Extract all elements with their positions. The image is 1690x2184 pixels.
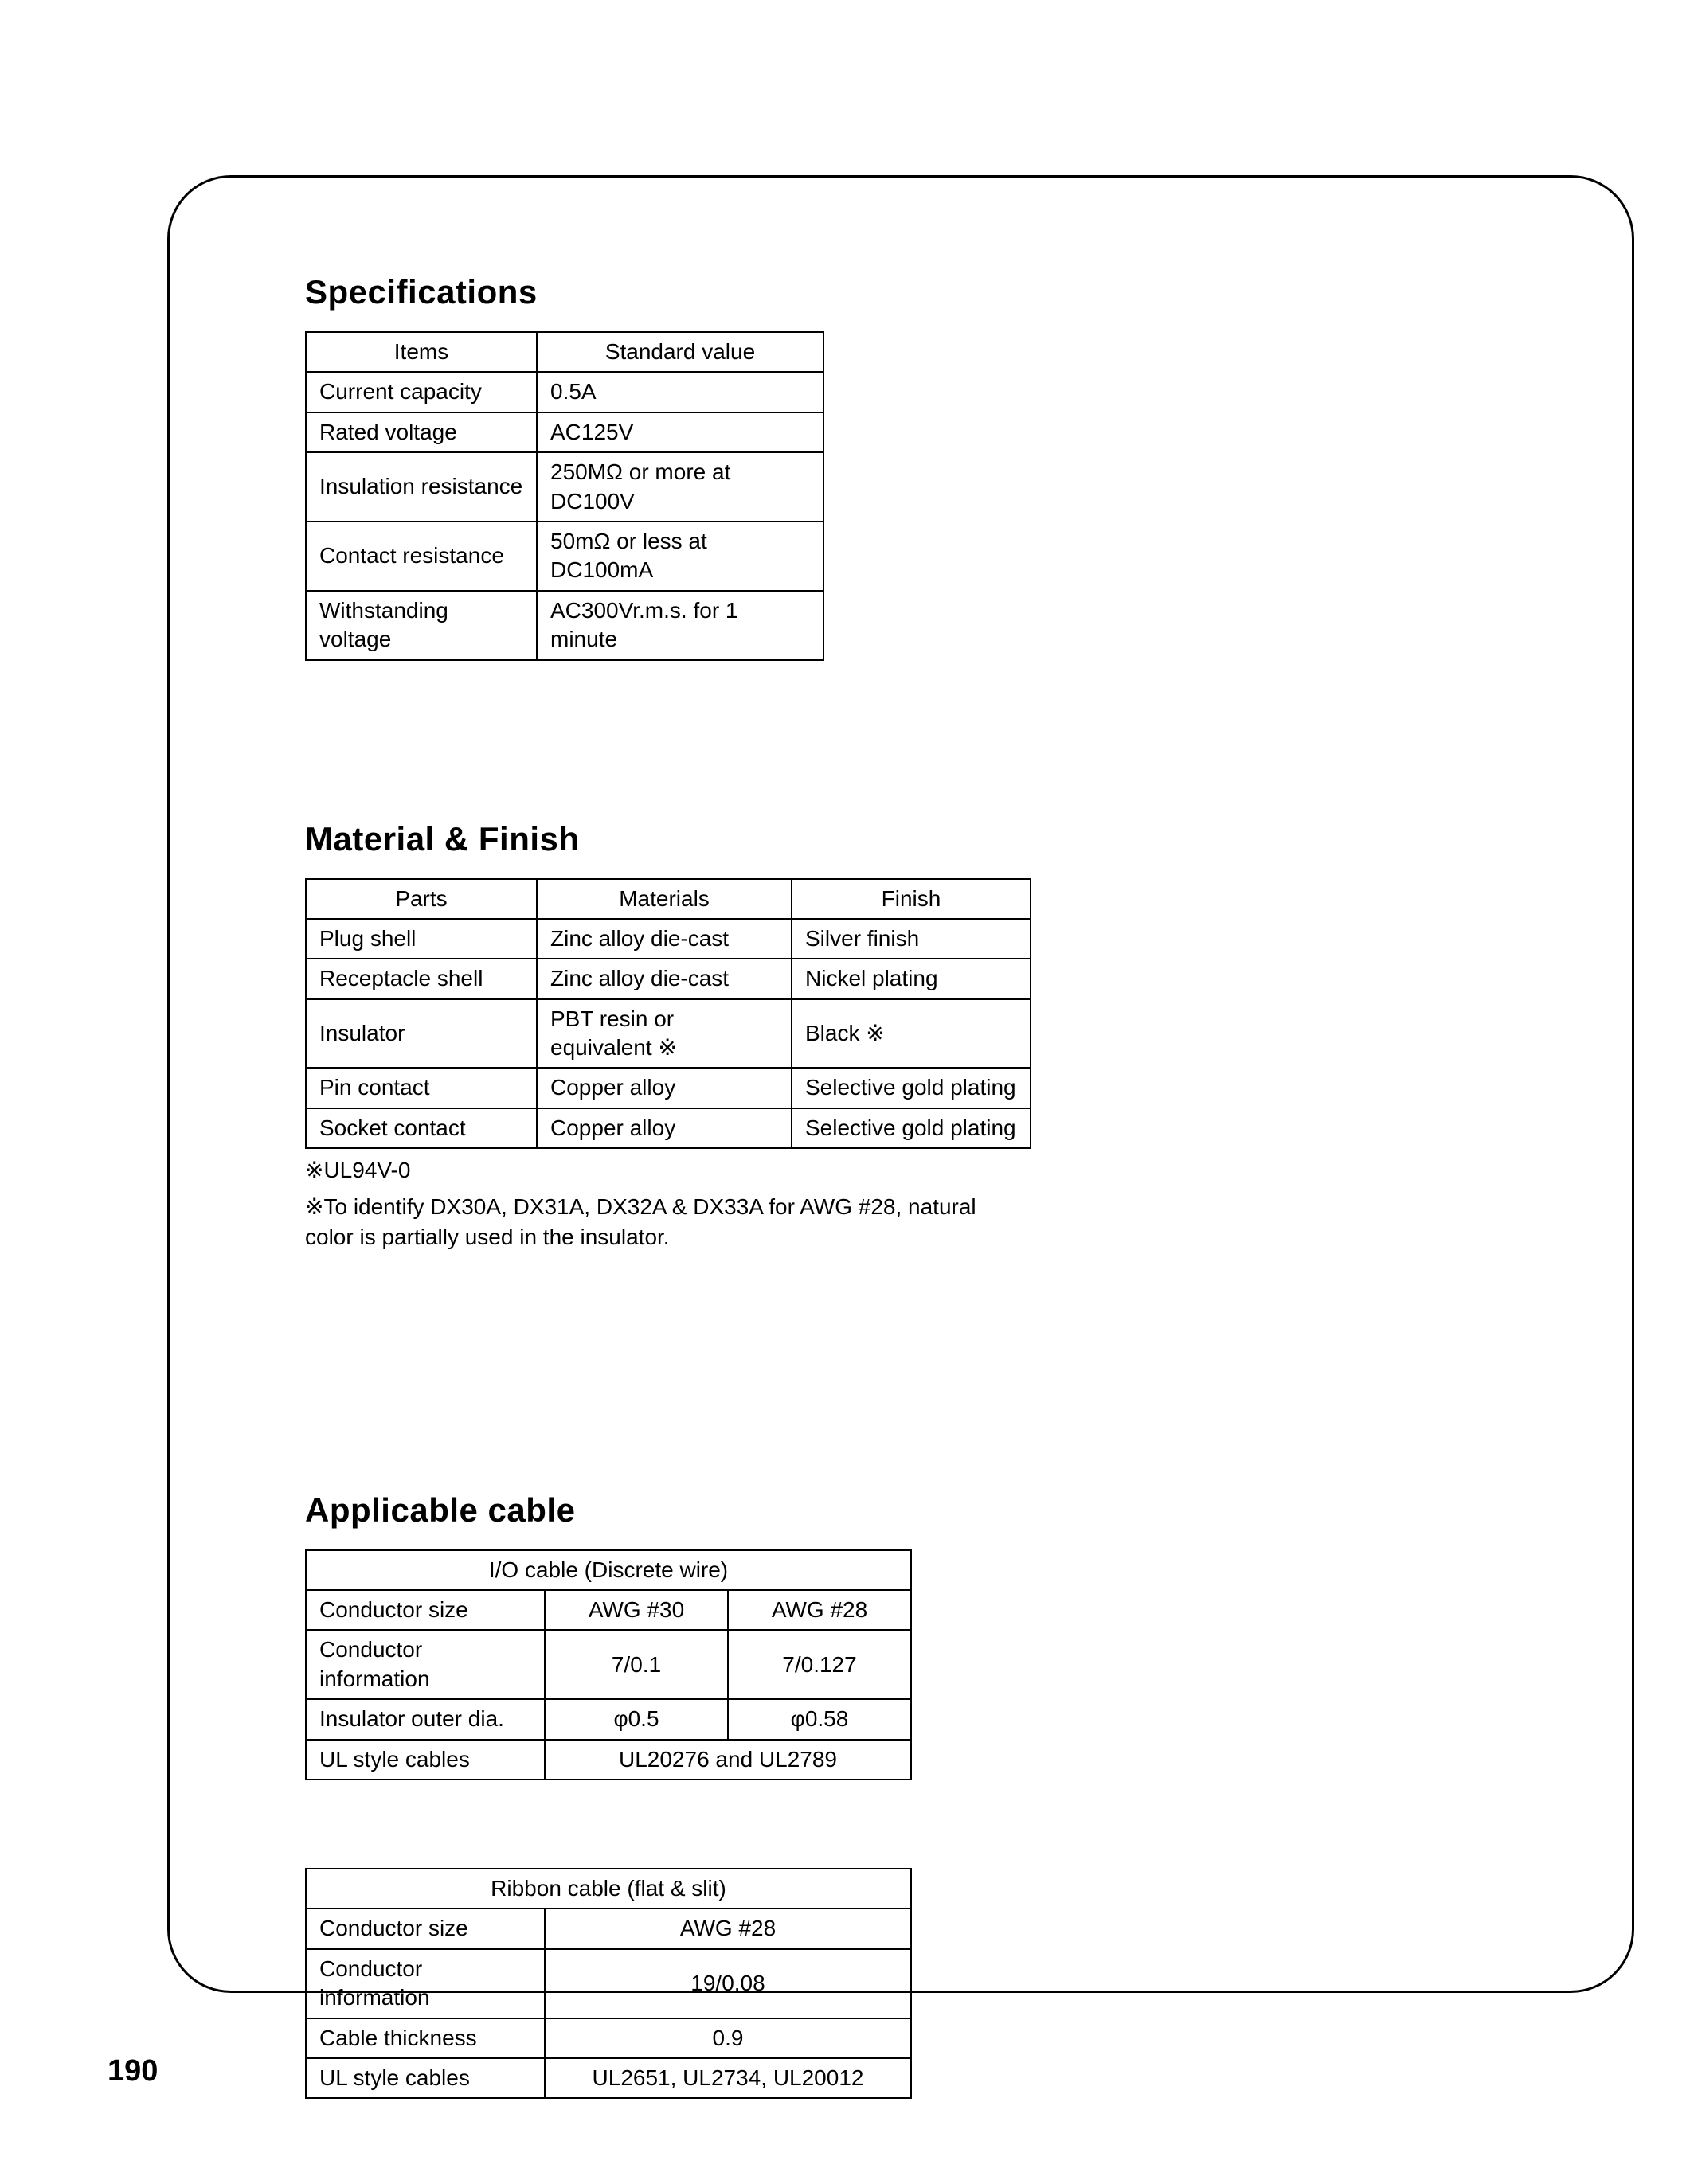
- col-finish: Finish: [792, 879, 1031, 919]
- table-header-row: Parts Materials Finish: [306, 879, 1031, 919]
- page-number: 190: [108, 2054, 158, 2088]
- ribbon-cable-caption: Ribbon cable (flat & slit): [306, 1869, 911, 1909]
- cell-value: AWG #28: [545, 1909, 911, 1948]
- table-row: Socket contactCopper alloySelective gold…: [306, 1108, 1031, 1148]
- ribbon-cable-table: Ribbon cable (flat & slit) Conductor siz…: [305, 1868, 912, 2099]
- table-row: InsulatorPBT resin or equivalent ※Black …: [306, 999, 1031, 1069]
- cell-materials: Copper alloy: [537, 1068, 792, 1108]
- cell-finish: Selective gold plating: [792, 1068, 1031, 1108]
- cell-value: UL2651, UL2734, UL20012: [545, 2058, 911, 2098]
- table-row: Pin contactCopper alloySelective gold pl…: [306, 1068, 1031, 1108]
- cell-value: AWG #30: [545, 1590, 728, 1630]
- applicable-cable-section: Applicable cable I/O cable (Discrete wir…: [305, 1491, 1560, 1780]
- table-row: Plug shellZinc alloy die-castSilver fini…: [306, 919, 1031, 959]
- table-row: UL style cablesUL2651, UL2734, UL20012: [306, 2058, 911, 2098]
- cell-label: Conductor size: [306, 1590, 545, 1630]
- cell-label: Conductor information: [306, 1630, 545, 1699]
- col-standard-value: Standard value: [537, 332, 823, 372]
- cell-materials: Copper alloy: [537, 1108, 792, 1148]
- cell-value: 0.9: [545, 2018, 911, 2058]
- cell-value: 0.5A: [537, 372, 823, 412]
- ribbon-cable-section: Ribbon cable (flat & slit) Conductor siz…: [305, 1868, 1560, 2099]
- cell-label: Conductor size: [306, 1909, 545, 1948]
- cell-materials: Zinc alloy die-cast: [537, 959, 792, 998]
- cell-materials: Zinc alloy die-cast: [537, 919, 792, 959]
- material-finish-section: Material & Finish Parts Materials Finish…: [305, 820, 1560, 1252]
- col-materials: Materials: [537, 879, 792, 919]
- cell-value: 50mΩ or less at DC100mA: [537, 522, 823, 591]
- specifications-section: Specifications Items Standard value Curr…: [305, 273, 1560, 661]
- col-items: Items: [306, 332, 537, 372]
- cell-finish: Nickel plating: [792, 959, 1031, 998]
- cell-parts: Socket contact: [306, 1108, 537, 1148]
- table-header-row: Items Standard value: [306, 332, 823, 372]
- cell-label: Conductor information: [306, 1949, 545, 2018]
- table-row: Withstanding voltageAC300Vr.m.s. for 1 m…: [306, 591, 823, 660]
- page: Specifications Items Standard value Curr…: [0, 0, 1690, 2184]
- table-row: Contact resistance50mΩ or less at DC100m…: [306, 522, 823, 591]
- cell-value: φ0.5: [545, 1699, 728, 1739]
- table-row: Conductor sizeAWG #28: [306, 1909, 911, 1948]
- cell-value: 7/0.127: [728, 1630, 911, 1699]
- specifications-title: Specifications: [305, 273, 1560, 311]
- cell-label: Current capacity: [306, 372, 537, 412]
- cell-parts: Plug shell: [306, 919, 537, 959]
- table-row: Conductor information19/0.08: [306, 1949, 911, 2018]
- io-cable-caption: I/O cable (Discrete wire): [306, 1550, 911, 1590]
- cell-value: AWG #28: [728, 1590, 911, 1630]
- cell-label: Withstanding voltage: [306, 591, 537, 660]
- cell-materials: PBT resin or equivalent ※: [537, 999, 792, 1069]
- cell-value: 19/0.08: [545, 1949, 911, 2018]
- cell-label: UL style cables: [306, 1740, 545, 1780]
- table-row: Insulation resistance250MΩ or more at DC…: [306, 452, 823, 522]
- table-caption-row: I/O cable (Discrete wire): [306, 1550, 911, 1590]
- cell-value: 7/0.1: [545, 1630, 728, 1699]
- cell-finish: Black ※: [792, 999, 1031, 1069]
- cell-finish: Selective gold plating: [792, 1108, 1031, 1148]
- table-caption-row: Ribbon cable (flat & slit): [306, 1869, 911, 1909]
- table-row: Conductor information 7/0.1 7/0.127: [306, 1630, 911, 1699]
- cell-value: AC300Vr.m.s. for 1 minute: [537, 591, 823, 660]
- col-parts: Parts: [306, 879, 537, 919]
- cell-label: Insulation resistance: [306, 452, 537, 522]
- specifications-table: Items Standard value Current capacity0.5…: [305, 331, 824, 661]
- cell-value: 250MΩ or more at DC100V: [537, 452, 823, 522]
- cell-label: Insulator outer dia.: [306, 1699, 545, 1739]
- table-row: Cable thickness0.9: [306, 2018, 911, 2058]
- cell-label: Rated voltage: [306, 412, 537, 452]
- material-finish-note-2: ※To identify DX30A, DX31A, DX32A & DX33A…: [305, 1192, 1022, 1252]
- table-row: Rated voltageAC125V: [306, 412, 823, 452]
- table-row: Current capacity0.5A: [306, 372, 823, 412]
- cell-value: UL20276 and UL2789: [545, 1740, 911, 1780]
- cell-parts: Pin contact: [306, 1068, 537, 1108]
- cell-label: Contact resistance: [306, 522, 537, 591]
- cell-label: Cable thickness: [306, 2018, 545, 2058]
- table-row: Receptacle shellZinc alloy die-castNicke…: [306, 959, 1031, 998]
- cell-value: AC125V: [537, 412, 823, 452]
- cell-parts: Receptacle shell: [306, 959, 537, 998]
- cell-parts: Insulator: [306, 999, 537, 1069]
- cell-label: UL style cables: [306, 2058, 545, 2098]
- table-row: Conductor size AWG #30 AWG #28: [306, 1590, 911, 1630]
- cell-finish: Silver finish: [792, 919, 1031, 959]
- content-frame: Specifications Items Standard value Curr…: [167, 175, 1634, 1993]
- table-row: Insulator outer dia. φ0.5 φ0.58: [306, 1699, 911, 1739]
- io-cable-table: I/O cable (Discrete wire) Conductor size…: [305, 1549, 912, 1780]
- material-finish-note-1: ※UL94V-0: [305, 1155, 1022, 1186]
- applicable-cable-title: Applicable cable: [305, 1491, 1560, 1530]
- material-finish-table: Parts Materials Finish Plug shellZinc al…: [305, 878, 1031, 1150]
- cell-value: φ0.58: [728, 1699, 911, 1739]
- material-finish-title: Material & Finish: [305, 820, 1560, 858]
- table-row: UL style cables UL20276 and UL2789: [306, 1740, 911, 1780]
